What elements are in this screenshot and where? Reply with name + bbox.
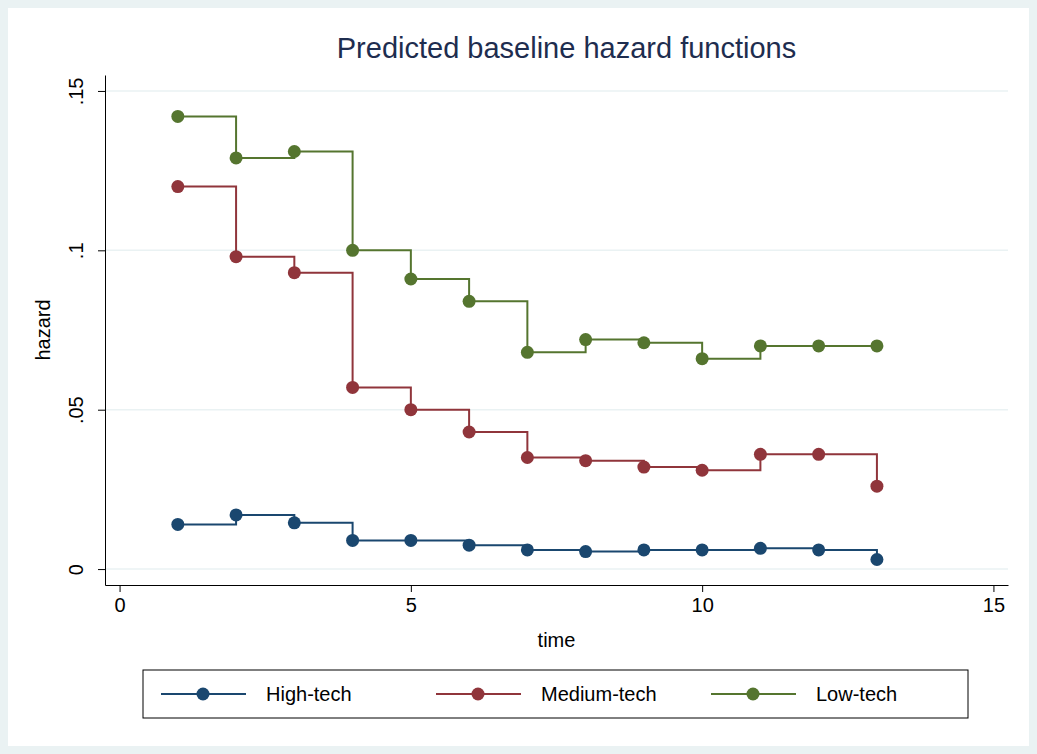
legend-marker [472,688,485,701]
legend-marker [197,688,210,701]
marker [637,336,650,349]
y-tick-mark [98,410,105,411]
legend-entry: High-tech [161,683,352,705]
marker [521,543,534,556]
legend-marker [747,688,760,701]
graph-region [8,8,1029,746]
marker [230,151,243,164]
legend-box [143,670,968,718]
series-markers [171,508,883,566]
y-tick-mark [98,91,105,92]
series-line [178,116,877,358]
legend: High-tech Medium-tech Low-tech [143,670,968,718]
x-tick-label: 0 [115,594,126,616]
y-tick: .15 [65,78,105,106]
marker [404,403,417,416]
marker [754,339,767,352]
marker [812,543,825,556]
x-tick-label: 10 [692,594,714,616]
marker [696,352,709,365]
x-tick: 10 [692,585,714,616]
x-tick-label: 15 [983,594,1005,616]
legend-label: High-tech [266,683,352,705]
grid [105,91,1008,569]
marker [346,381,359,394]
y-tick-label: .1 [65,242,87,259]
legend-label: Medium-tech [541,683,657,705]
marker [171,518,184,531]
marker [696,464,709,477]
y-tick-label: .05 [65,396,87,424]
marker [230,250,243,263]
marker [521,346,534,359]
marker [346,244,359,257]
marker [288,145,301,158]
x-axis: 0 5 10 15 [106,585,1009,616]
y-tick: .1 [65,242,105,259]
legend-entry: Low-tech [711,683,897,705]
y-tick-label: 0 [65,564,87,575]
y-tick: 0 [65,564,105,575]
x-tick-mark [120,585,121,592]
marker [812,448,825,461]
marker [696,543,709,556]
y-tick-mark [98,569,105,570]
legend-entry: Medium-tech [436,683,657,705]
chart: Predicted baseline hazard functions 0 5 10 1… [0,0,1037,754]
plot-area [171,110,883,566]
marker [404,534,417,547]
legend-label: Low-tech [816,683,897,705]
y-axis-title: hazard [32,299,54,360]
marker [870,553,883,566]
marker [463,295,476,308]
marker [171,180,184,193]
marker [346,534,359,547]
marker [521,451,534,464]
marker [637,461,650,474]
marker [463,426,476,439]
series-line [178,515,877,560]
marker [404,273,417,286]
x-tick-mark [993,585,994,592]
title: Predicted baseline hazard functions [337,32,796,64]
marker [637,543,650,556]
y-axis-line [105,76,106,586]
marker [171,110,184,123]
grid-line [105,250,1008,252]
series-markers [171,110,883,365]
marker [230,508,243,521]
marker [754,542,767,555]
marker [870,339,883,352]
marker [579,333,592,346]
y-tick-mark [98,250,105,251]
grid-line [105,409,1008,411]
x-tick-label: 5 [406,594,417,616]
marker [579,454,592,467]
grid-line [105,568,1008,570]
marker [579,545,592,558]
x-tick: 15 [983,585,1005,616]
y-tick: .05 [65,396,105,424]
x-tick-mark [702,585,703,592]
marker [288,516,301,529]
grid-line [105,90,1008,92]
x-tick: 0 [115,585,126,616]
x-axis-line [106,585,1009,586]
marker [812,339,825,352]
marker [463,539,476,552]
marker [754,448,767,461]
y-axis: 0 .05 .1 .15 [65,76,106,586]
y-tick-label: .15 [65,78,87,106]
x-tick: 5 [406,585,417,616]
x-tick-mark [411,585,412,592]
marker [288,266,301,279]
background [0,0,1037,754]
marker [870,480,883,493]
x-axis-title: time [538,629,576,651]
